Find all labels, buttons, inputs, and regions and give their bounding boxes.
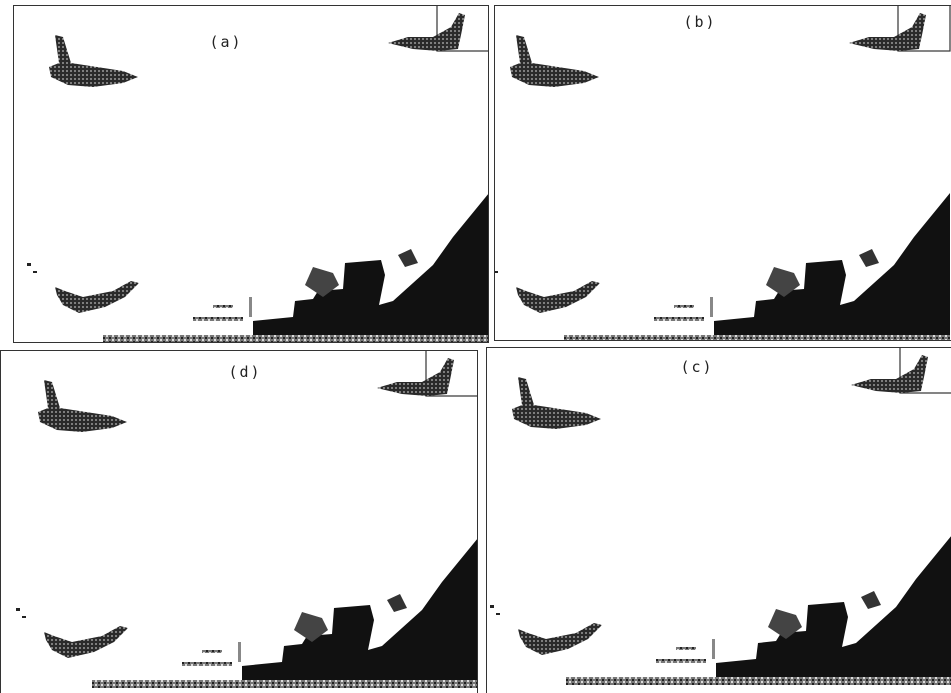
page: (a) (b) (d) (c) (() => { const data = JS… [0,0,951,693]
panel-scene [488,5,950,343]
panel-label: (d) [228,363,261,381]
panel [1,350,479,693]
panel [487,347,951,693]
figure: (a) (b) (d) (c) [0,0,951,693]
panel-label: (c) [680,358,713,376]
panel-label: (a) [209,33,242,51]
panel [14,5,490,343]
panel-scene [490,347,951,685]
panel-scene [16,350,478,688]
panel-scene [27,5,489,343]
panel [488,5,951,343]
panel-label: (b) [683,13,716,31]
